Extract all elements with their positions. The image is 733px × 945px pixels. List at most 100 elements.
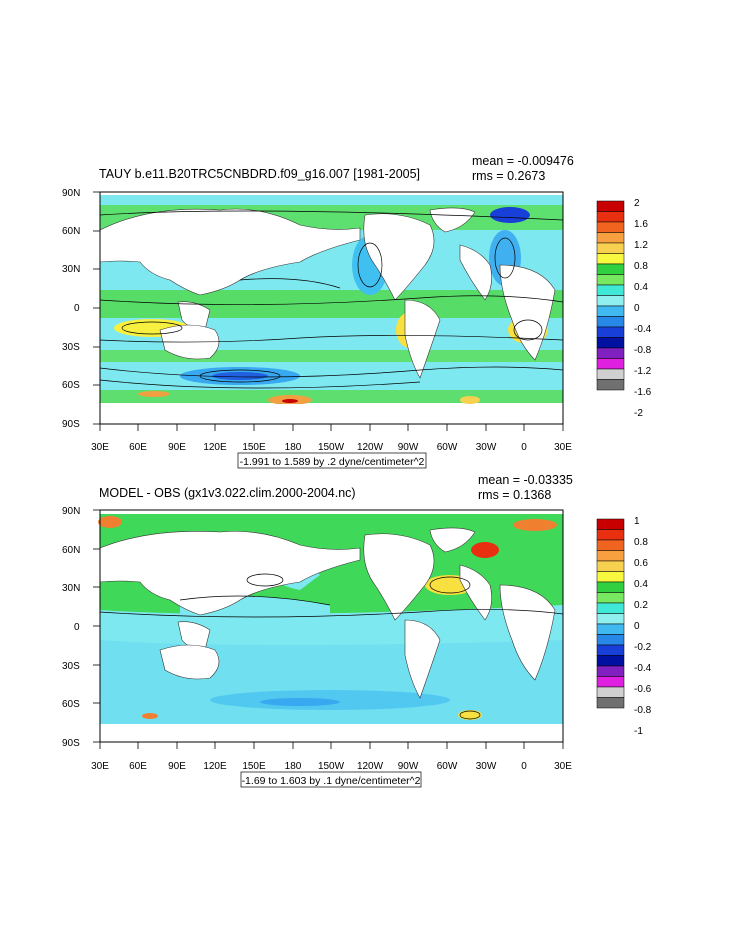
- colorbar-swatch: [596, 686, 625, 698]
- colorbar-swatch: [596, 305, 625, 317]
- lon-label: 90E: [168, 442, 186, 453]
- panel-1: TAUY b.e11.B20TRC5CNBDRD.f09_g16.007 [19…: [62, 154, 652, 469]
- lon-label: 180: [285, 442, 302, 453]
- lon-label: 30E: [91, 442, 109, 453]
- colorbar-swatch: [596, 326, 625, 338]
- lon-label: 60W: [437, 761, 458, 772]
- colorbar-swatch: [596, 581, 625, 593]
- lat-label: 30S: [62, 342, 80, 353]
- colorbar-swatch: [596, 284, 625, 296]
- lon-label: 150E: [242, 442, 266, 453]
- panel-1-colorbar: [596, 200, 625, 391]
- colorbar-swatch: [596, 676, 625, 688]
- colorbar-label: -0.6: [634, 684, 652, 695]
- panel-1-colorbar-labels: 2 1.6 1.2 0.8 0.4 0 -0.4 -0.8 -1.2 -1.6 …: [634, 198, 652, 419]
- lon-label: 30W: [476, 442, 497, 453]
- panel-2-colorbar-labels: 1 0.8 0.6 0.4 0.2 0 -0.2 -0.4 -0.6 -0.8 …: [634, 516, 652, 737]
- colorbar-swatch: [596, 368, 625, 380]
- lon-label: 150E: [242, 761, 266, 772]
- panel-2-colorbar: [596, 518, 625, 709]
- lon-label: 60E: [129, 442, 147, 453]
- panel-2: MODEL - OBS (gx1v3.022.clim.2000-2004.nc…: [62, 473, 652, 788]
- colorbar-label: 1.6: [634, 219, 648, 230]
- colorbar-swatch: [596, 518, 625, 530]
- lon-label: 120E: [203, 761, 227, 772]
- colorbar-swatch: [596, 316, 625, 328]
- lon-label: 90W: [398, 442, 419, 453]
- colorbar-swatch: [596, 592, 625, 604]
- lat-label: 60N: [62, 226, 80, 237]
- colorbar-swatch: [596, 613, 625, 625]
- panel-2-lat-axis: 90N 60N 30N 0 30S 60S 90S: [62, 506, 80, 749]
- lon-label: 150W: [318, 761, 345, 772]
- lon-label: 120W: [357, 442, 384, 453]
- panel-1-range-box: [237, 452, 427, 469]
- lat-label: 60S: [62, 699, 80, 710]
- colorbar-label: -0.4: [634, 663, 652, 674]
- panel-1-mean: mean = -0.009476: [472, 154, 574, 168]
- colorbar-label: 1: [634, 516, 640, 527]
- colorbar-swatch: [596, 623, 625, 635]
- lon-label: 120E: [203, 442, 227, 453]
- colorbar-label: -0.2: [634, 642, 652, 653]
- lat-label: 0: [74, 622, 80, 633]
- colorbar-swatch: [596, 665, 625, 677]
- colorbar-swatch: [596, 602, 625, 614]
- colorbar-swatch: [596, 358, 625, 370]
- colorbar-label: -1.2: [634, 366, 652, 377]
- lat-label: 90S: [62, 419, 80, 430]
- colorbar-label: -0.4: [634, 324, 652, 335]
- colorbar-swatch: [596, 232, 625, 244]
- colorbar-swatch: [596, 560, 625, 572]
- panel-2-map: [98, 509, 564, 743]
- lon-label: 30E: [91, 761, 109, 772]
- colorbar-swatch: [596, 200, 625, 212]
- colorbar-swatch: [596, 337, 625, 349]
- panel-1-lon-axis: 30E 60E 90E 120E 150E 180 150W 120W 90W …: [91, 442, 572, 453]
- colorbar-label: 0: [634, 621, 640, 632]
- colorbar-label: -0.8: [634, 345, 652, 356]
- colorbar-swatch: [596, 539, 625, 551]
- colorbar-label: 0.4: [634, 579, 648, 590]
- lat-label: 90N: [62, 506, 80, 517]
- colorbar-label: -1: [634, 726, 643, 737]
- lat-label: 30S: [62, 661, 80, 672]
- panel-1-ticks: [93, 191, 564, 431]
- colorbar-swatch: [596, 634, 625, 646]
- lon-label: 150W: [318, 442, 345, 453]
- lon-label: 180: [285, 761, 302, 772]
- panel-1-map: [99, 191, 564, 425]
- colorbar-swatch: [596, 295, 625, 307]
- lon-label: 30W: [476, 761, 497, 772]
- panel-1-range-label: -1.991 to 1.589 by .2 dyne/centimeter^2: [240, 456, 425, 468]
- colorbar-label: 0.4: [634, 282, 648, 293]
- lon-label: 60W: [437, 442, 458, 453]
- colorbar-swatch: [596, 274, 625, 286]
- colorbar-swatch: [596, 379, 625, 391]
- colorbar-label: 0.2: [634, 600, 648, 611]
- panel-2-range-label: -1.69 to 1.603 by .1 dyne/centimeter^2: [242, 775, 421, 787]
- lon-label: 90W: [398, 761, 419, 772]
- colorbar-swatch: [596, 655, 625, 667]
- colorbar-swatch: [596, 550, 625, 562]
- panel-2-lon-axis: 30E 60E 90E 120E 150E 180 150W 120W 90W …: [91, 761, 572, 772]
- colorbar-label: 0.6: [634, 558, 648, 569]
- colorbar-label: 2: [634, 198, 640, 209]
- colorbar-swatch: [596, 644, 625, 656]
- colorbar-label: 1.2: [634, 240, 648, 251]
- lon-label: 30E: [554, 761, 572, 772]
- colorbar-swatch: [596, 697, 625, 709]
- colorbar-label: -2: [634, 408, 643, 419]
- colorbar-label: -0.8: [634, 705, 652, 716]
- panel-2-mean: mean = -0.03335: [478, 473, 573, 487]
- panel-2-title: MODEL - OBS (gx1v3.022.clim.2000-2004.nc…: [99, 486, 356, 500]
- lon-label: 60E: [129, 761, 147, 772]
- colorbar-label: 0.8: [634, 537, 648, 548]
- colorbar-swatch: [596, 253, 625, 265]
- panel-2-range-box: [240, 771, 422, 788]
- colorbar-label: -1.6: [634, 387, 652, 398]
- colorbar-swatch: [596, 211, 625, 223]
- colorbar-swatch: [596, 221, 625, 233]
- panel-1-rms: rms = 0.2673: [472, 169, 545, 183]
